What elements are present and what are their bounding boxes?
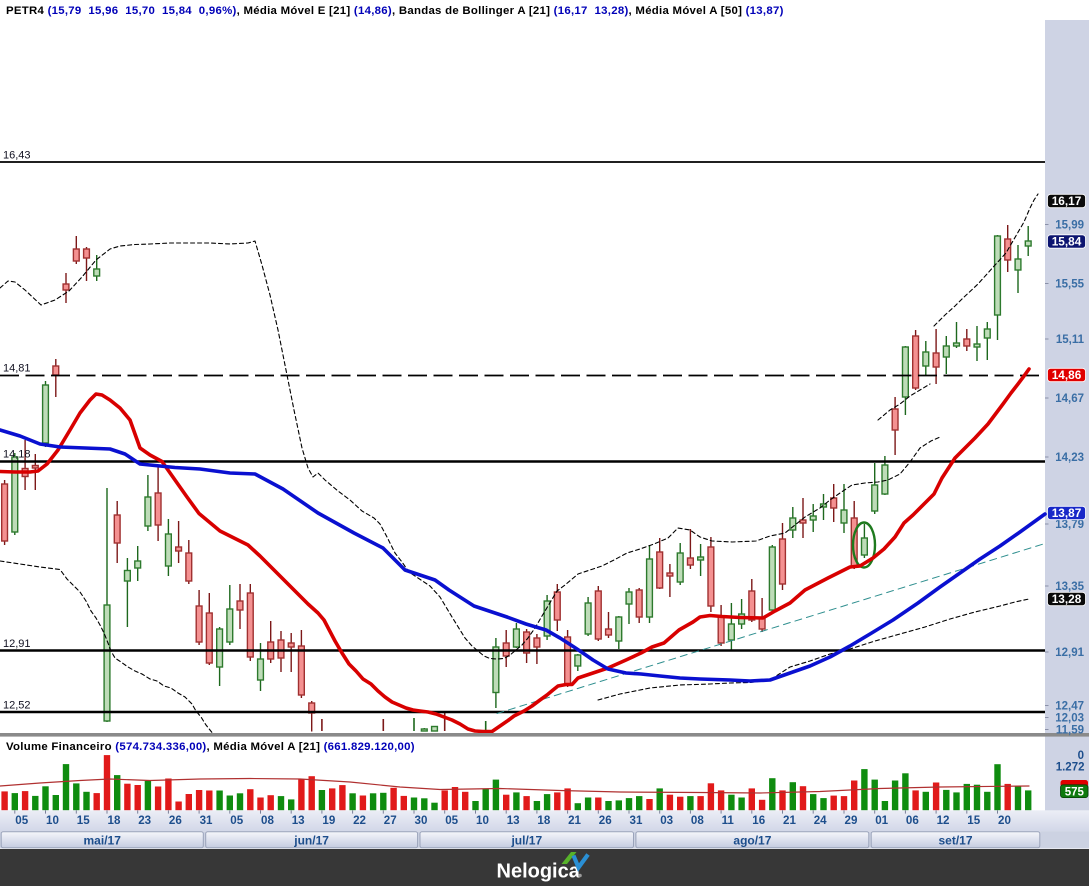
svg-text:24: 24 — [814, 814, 827, 827]
svg-text:set/17: set/17 — [938, 833, 972, 847]
svg-text:05: 05 — [230, 814, 243, 827]
svg-text:14,67: 14,67 — [1055, 393, 1084, 405]
svg-text:19: 19 — [322, 814, 335, 827]
svg-text:jun/17: jun/17 — [293, 833, 329, 847]
svg-text:Nelogica: Nelogica — [497, 861, 581, 883]
svg-text:31: 31 — [200, 814, 213, 827]
svg-text:12: 12 — [937, 814, 950, 827]
svg-text:06: 06 — [906, 814, 919, 827]
svg-text:30: 30 — [415, 814, 428, 827]
svg-text:15: 15 — [77, 814, 90, 827]
svg-text:27: 27 — [384, 814, 397, 827]
svg-text:01: 01 — [875, 814, 888, 827]
svg-text:12,03: 12,03 — [1055, 713, 1084, 725]
svg-text:29: 29 — [845, 814, 858, 827]
svg-text:05: 05 — [445, 814, 458, 827]
svg-text:22: 22 — [353, 814, 366, 827]
svg-text:08: 08 — [261, 814, 274, 827]
svg-text:0: 0 — [1078, 750, 1084, 762]
svg-text:26: 26 — [599, 814, 612, 827]
svg-text:16,43: 16,43 — [3, 150, 31, 162]
svg-text:11: 11 — [722, 814, 735, 827]
svg-text:16: 16 — [752, 814, 765, 827]
svg-text:20: 20 — [998, 814, 1011, 827]
svg-text:13: 13 — [507, 814, 520, 827]
svg-text:PETR4 (15,79 15,96 15,70 15: PETR4 (15,79 15,96 15,70 15,84 0,96%), M… — [6, 5, 784, 17]
svg-text:12,52: 12,52 — [3, 700, 31, 712]
svg-text:15,99: 15,99 — [1055, 220, 1084, 232]
svg-text:15,84: 15,84 — [1052, 235, 1082, 249]
svg-text:26: 26 — [169, 814, 182, 827]
svg-text:13: 13 — [292, 814, 305, 827]
svg-text:13,87: 13,87 — [1052, 506, 1082, 520]
svg-text:08: 08 — [691, 814, 704, 827]
svg-text:11,59: 11,59 — [1056, 725, 1084, 737]
svg-text:14,23: 14,23 — [1055, 452, 1084, 464]
svg-text:16,17: 16,17 — [1052, 194, 1082, 208]
svg-text:ago/17: ago/17 — [733, 833, 771, 847]
svg-text:13,28: 13,28 — [1052, 592, 1082, 606]
svg-text:mai/17: mai/17 — [84, 833, 122, 847]
svg-text:14,86: 14,86 — [1052, 368, 1082, 382]
svg-text:05: 05 — [15, 814, 28, 827]
svg-text:31: 31 — [630, 814, 643, 827]
svg-text:14,81: 14,81 — [3, 363, 31, 375]
svg-text:21: 21 — [568, 814, 581, 827]
svg-text:10: 10 — [476, 814, 489, 827]
svg-text:15,55: 15,55 — [1055, 279, 1084, 291]
svg-text:18: 18 — [108, 814, 121, 827]
svg-text:13,79: 13,79 — [1055, 519, 1084, 531]
svg-text:Volume Financeiro (574.734.336: Volume Financeiro (574.734.336,00), Médi… — [6, 741, 415, 753]
svg-text:03: 03 — [660, 814, 673, 827]
svg-text:15,11: 15,11 — [1056, 334, 1085, 346]
svg-text:21: 21 — [783, 814, 796, 827]
svg-text:575: 575 — [1065, 786, 1085, 798]
svg-text:12,91: 12,91 — [1055, 647, 1084, 659]
svg-text:1.272: 1.272 — [1056, 762, 1085, 774]
svg-text:10: 10 — [46, 814, 59, 827]
svg-text:13,35: 13,35 — [1055, 581, 1084, 593]
svg-text:23: 23 — [138, 814, 151, 827]
svg-text:14,18: 14,18 — [3, 449, 31, 461]
svg-text:15: 15 — [967, 814, 980, 827]
svg-text:18: 18 — [537, 814, 550, 827]
svg-text:12,47: 12,47 — [1055, 701, 1084, 713]
svg-text:jul/17: jul/17 — [510, 833, 542, 847]
svg-text:12,91: 12,91 — [3, 638, 31, 650]
